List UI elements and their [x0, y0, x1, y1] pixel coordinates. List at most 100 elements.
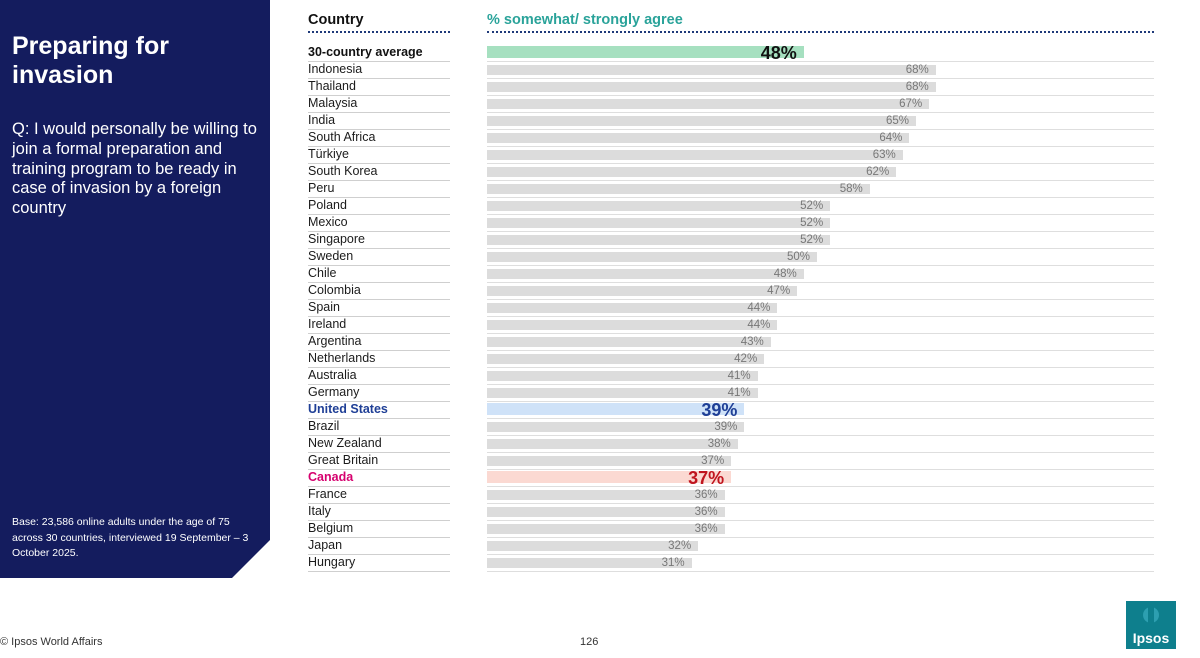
country-label: Netherlands [308, 350, 450, 368]
row-divider [487, 197, 1154, 198]
row-divider [487, 520, 1154, 521]
row-divider [487, 452, 1154, 453]
country-label: Japan [308, 537, 450, 555]
country-label: Belgium [308, 520, 450, 538]
bar-value-label: 67% [899, 98, 923, 110]
country-label: India [308, 112, 450, 130]
bar [487, 439, 738, 449]
bar-value-label: 52% [800, 200, 824, 212]
row-divider [487, 214, 1154, 215]
country-label: Thailand [308, 78, 450, 96]
country-label: New Zealand [308, 435, 450, 453]
bar-value-label: 37% [701, 455, 725, 467]
bar-value-label: 47% [767, 285, 791, 297]
country-label: Brazil [308, 418, 450, 436]
bar [487, 303, 778, 313]
bar-value-label: 65% [885, 115, 909, 127]
bar [487, 524, 725, 534]
country-label: Great Britain [308, 452, 450, 470]
bar-value-label: 64% [879, 132, 903, 144]
country-label: Spain [308, 299, 450, 317]
bar [487, 65, 936, 75]
bar [487, 558, 692, 568]
row-divider [487, 248, 1154, 249]
row-divider [487, 231, 1154, 232]
bar [487, 99, 930, 109]
bar-value-label: 52% [800, 217, 824, 229]
row-divider [487, 418, 1154, 419]
bar [487, 456, 732, 466]
country-label: Sweden [308, 248, 450, 266]
country-label: Chile [308, 265, 450, 283]
row-divider [487, 282, 1154, 283]
country-label: Canada [308, 469, 450, 487]
row-divider [487, 571, 1154, 572]
country-label: Indonesia [308, 61, 450, 79]
bar [487, 133, 910, 143]
bar [487, 354, 765, 364]
row-divider [487, 61, 1154, 62]
country-header-divider [308, 31, 450, 33]
country-label: United States [308, 401, 450, 419]
bar [487, 252, 817, 262]
row-divider [487, 95, 1154, 96]
row-divider [487, 401, 1154, 402]
country-label: Malaysia [308, 95, 450, 113]
bar-value-label: 41% [727, 370, 751, 382]
country-label: Peru [308, 180, 450, 198]
country-label: Singapore [308, 231, 450, 249]
row-divider [487, 146, 1154, 147]
country-label: Ireland [308, 316, 450, 334]
bar [487, 403, 745, 415]
bar-value-label: 36% [694, 506, 718, 518]
row-divider [487, 129, 1154, 130]
country-label: Argentina [308, 333, 450, 351]
bar-value-label: 44% [747, 319, 771, 331]
row-divider [487, 265, 1154, 266]
country-label: Türkiye [308, 146, 450, 164]
bar [487, 218, 831, 228]
country-label: South Korea [308, 163, 450, 181]
country-label: South Africa [308, 129, 450, 147]
row-divider [487, 112, 1154, 113]
title-panel: Preparing for invasion Q: I would person… [0, 0, 270, 578]
bar-value-label: 32% [668, 540, 692, 552]
row-divider [487, 367, 1154, 368]
bar [487, 150, 903, 160]
metric-header-divider [487, 31, 1154, 33]
row-divider [487, 180, 1154, 181]
row-divider [487, 333, 1154, 334]
bar-value-label: 31% [661, 557, 685, 569]
bar-value-label: 37% [688, 468, 725, 488]
row-divider [487, 316, 1154, 317]
bar-value-label: 43% [740, 336, 764, 348]
bar-chart: 30-country average 48% Indonesia 68% Thailan… [308, 43, 1154, 572]
row-divider [487, 554, 1154, 555]
bar-value-label: 48% [773, 268, 797, 280]
row-divider [487, 350, 1154, 351]
bar [487, 269, 804, 279]
bar [487, 46, 804, 58]
bar-value-label: 52% [800, 234, 824, 246]
bar-value-label: 42% [734, 353, 758, 365]
bar-value-label: 48% [760, 43, 797, 63]
bar [487, 388, 758, 398]
bar [487, 490, 725, 500]
country-label: France [308, 486, 450, 504]
row-divider [487, 299, 1154, 300]
bar [487, 201, 831, 211]
bar [487, 507, 725, 517]
ipsos-logo: Ipsos [1126, 601, 1176, 649]
country-label: 30-country average [308, 44, 450, 62]
bar-value-label: 68% [905, 81, 929, 93]
country-label: Germany [308, 384, 450, 402]
bar-value-label: 63% [872, 149, 896, 161]
bar [487, 82, 936, 92]
bar [487, 337, 771, 347]
bar-value-label: 58% [839, 183, 863, 195]
country-label: Mexico [308, 214, 450, 232]
bar-value-label: 39% [701, 400, 738, 420]
row-divider [487, 537, 1154, 538]
bar-value-label: 38% [707, 438, 731, 450]
bar [487, 471, 732, 483]
